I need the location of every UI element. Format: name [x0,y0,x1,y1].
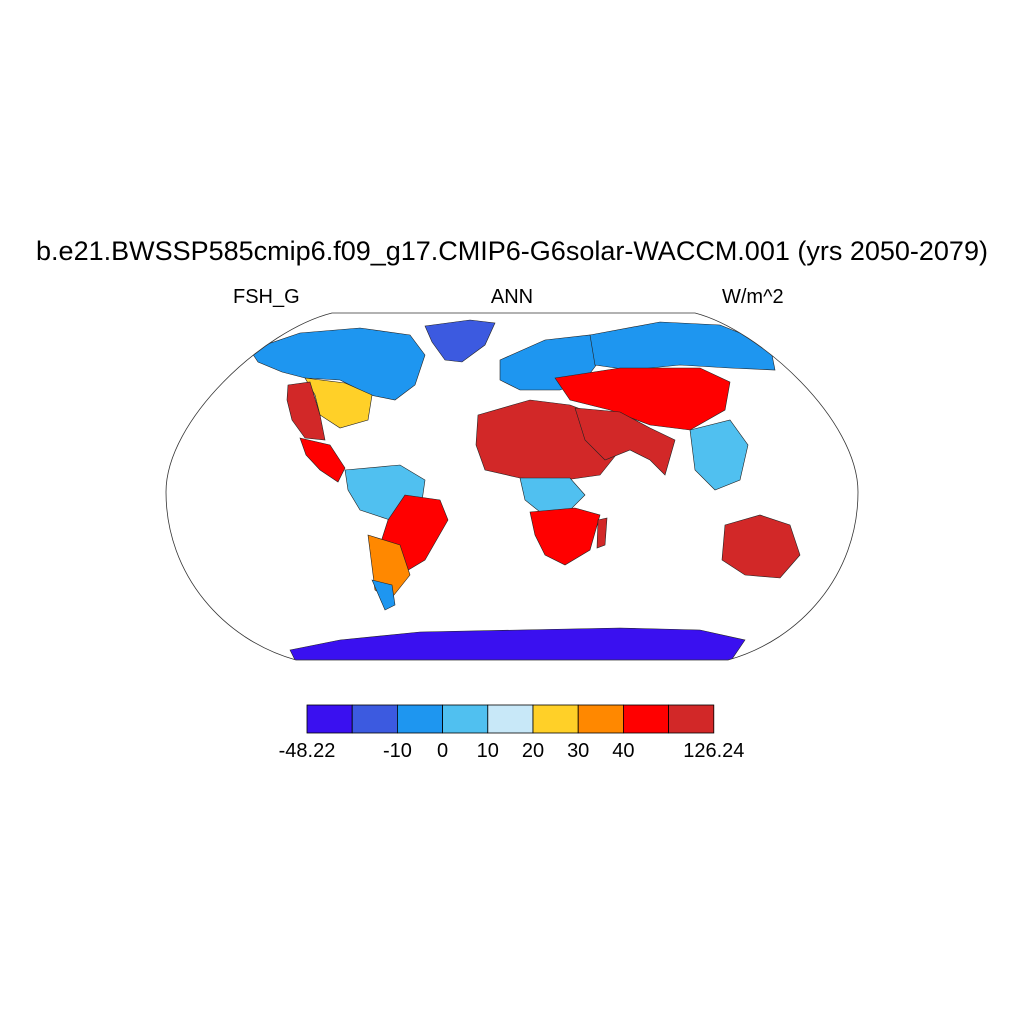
colorbar [306,704,715,734]
region-southeast-asia [689,419,749,491]
region-madagascar [596,517,608,549]
colorbar-label: 126.24 [683,740,745,762]
region-arabia-india [574,407,676,476]
colorbar-label: 10 [476,740,499,762]
colorbar-box [442,704,489,734]
colorbar-label: 0 [437,740,449,762]
colorbar-box [577,704,624,734]
colorbar-box [668,704,715,734]
colorbar-label: -48.22 [278,740,336,762]
colorbar-box [306,704,353,734]
colorbar-box [487,704,534,734]
season-label: ANN [490,286,534,308]
region-siberia [589,321,776,371]
variable-label: FSH_G [233,286,300,308]
region-central-africa [519,477,586,513]
region-central-asia [554,367,731,431]
region-central-america [299,437,346,483]
colorbar-box [623,704,670,734]
map-frame [165,312,859,661]
region-southern-africa [529,507,601,566]
colorbar-label: 20 [521,740,545,762]
region-greenland [424,319,496,363]
colorbar-box [351,704,398,734]
region-patagonia [371,579,396,611]
units-label: W/m^2 [722,286,784,308]
region-us-plains [304,377,373,429]
colorbar-label: 30 [567,740,590,762]
colorbar-label: -10 [382,740,412,762]
region-us-southwest [286,381,326,441]
colorbar-box [532,704,579,734]
region-australia [721,514,801,579]
map-title: b.e21.BWSSP585cmip6.f09_g17.CMIP6-G6sola… [36,236,988,266]
region-antarctica [289,627,746,660]
colorbar-label: 40 [612,740,635,762]
region-canada [249,327,426,401]
colorbar-box [396,704,443,734]
